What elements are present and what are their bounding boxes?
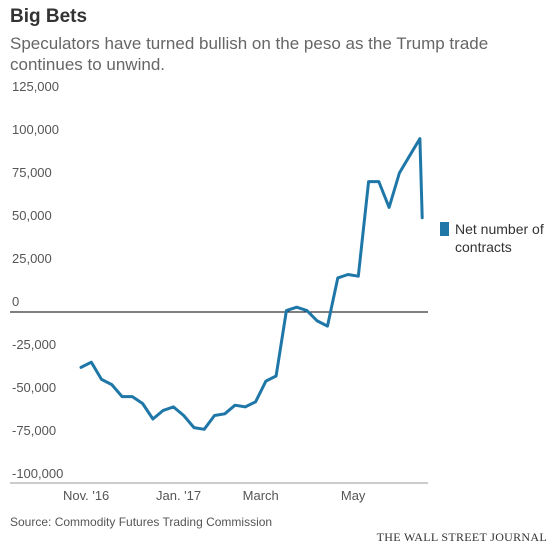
source-note: Source: Commodity Futures Trading Commis… — [10, 515, 273, 529]
y-tick-label: 75,000 — [12, 165, 52, 180]
y-tick-label: 125,000 — [12, 79, 59, 94]
y-tick-label: -25,000 — [12, 337, 56, 352]
legend-swatch — [440, 222, 449, 236]
y-tick-label: -75,000 — [12, 423, 56, 438]
chart-subtitle: Speculators have turned bullish on the p… — [10, 34, 489, 74]
y-tick-label: 50,000 — [12, 208, 52, 223]
series-line — [79, 137, 424, 431]
y-tick-label: 0 — [12, 294, 19, 309]
chart-title: Big Bets — [10, 6, 88, 27]
y-tick-label: -100,000 — [12, 466, 63, 481]
legend-label: Net number of contracts — [455, 221, 544, 255]
y-tick-label: 100,000 — [12, 122, 59, 137]
y-tick-label: -50,000 — [12, 380, 56, 395]
x-tick-label: May — [341, 488, 366, 503]
x-tick-label: Jan. '17 — [156, 488, 201, 503]
publisher-logo: THE WALL STREET JOURNAL — [376, 530, 547, 544]
y-tick-label: 25,000 — [12, 251, 52, 266]
x-tick-label: March — [243, 488, 279, 503]
x-tick-label: Nov. '16 — [63, 488, 109, 503]
